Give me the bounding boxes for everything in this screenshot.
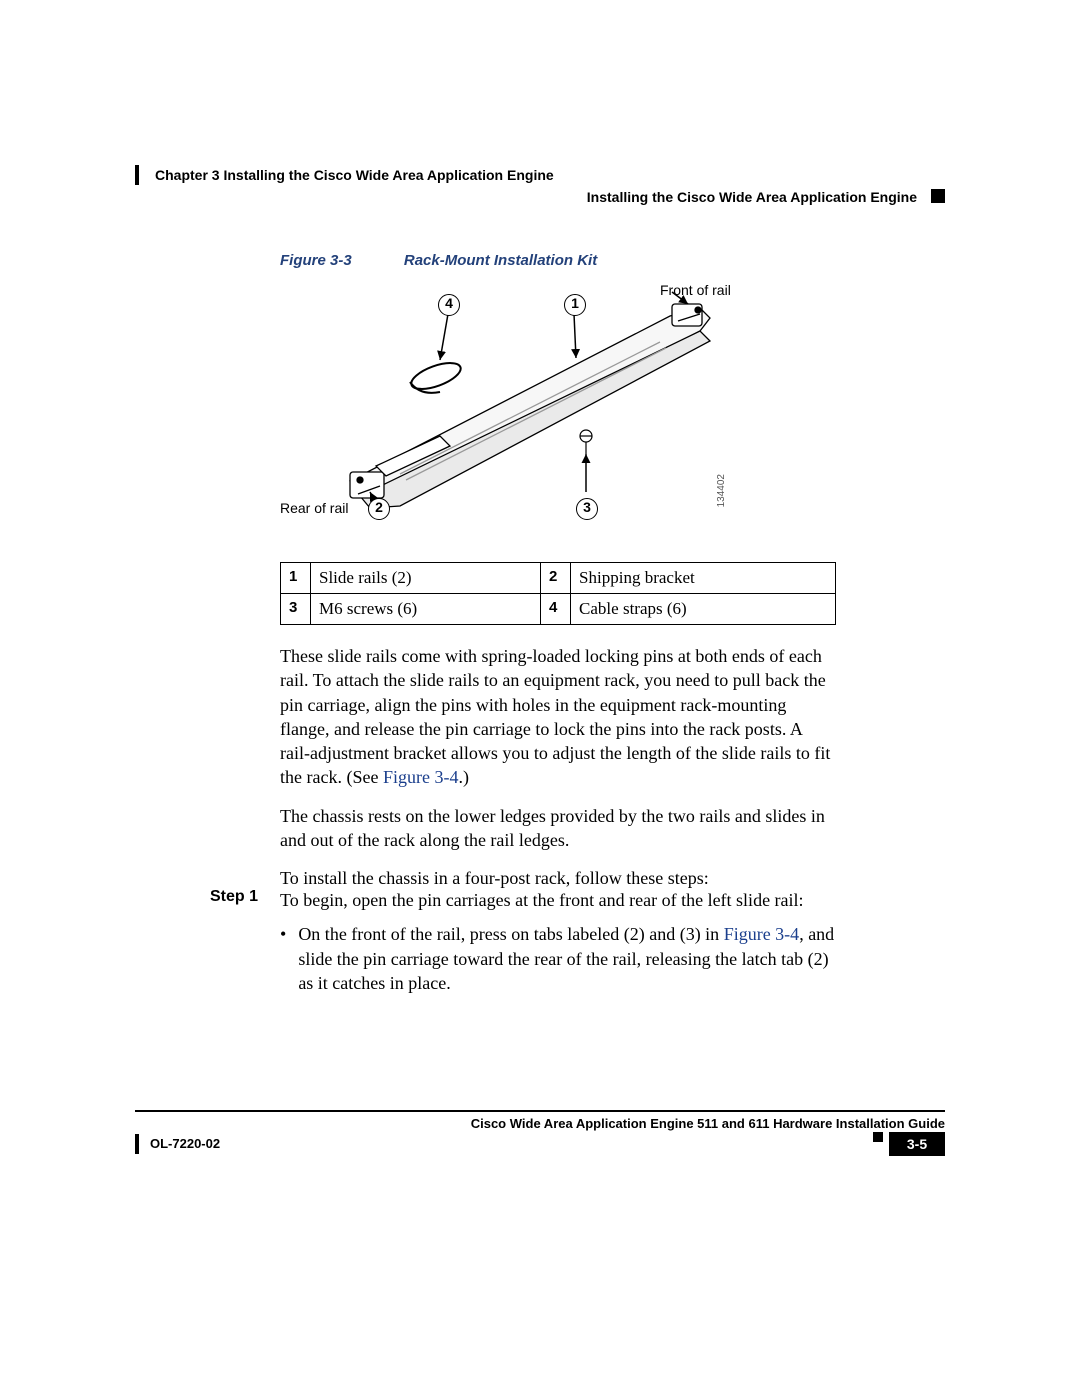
document-page: Chapter 3 Installing the Cisco Wide Area… bbox=[0, 0, 1080, 1397]
header-square-icon bbox=[931, 189, 945, 203]
rack-rail-illustration bbox=[280, 276, 840, 532]
legend-value: Cable straps (6) bbox=[571, 594, 836, 625]
footer-rule bbox=[135, 1110, 945, 1112]
xref-link[interactable]: Figure 3-4 bbox=[724, 924, 800, 944]
footer-left-rule bbox=[135, 1134, 139, 1154]
bullet-text: On the front of the rail, press on tabs … bbox=[298, 922, 836, 995]
label-front-of-rail: Front of rail bbox=[660, 282, 731, 298]
chapter-label: Chapter 3 Installing the Cisco Wide Area… bbox=[155, 167, 554, 183]
step-intro: To begin, open the pin carriages at the … bbox=[280, 888, 836, 912]
figure-id: Figure 3-3 bbox=[280, 252, 352, 269]
figure-caption: Figure 3-3 Rack-Mount Installation Kit bbox=[280, 252, 597, 269]
legend-value: Slide rails (2) bbox=[311, 563, 541, 594]
header-rule bbox=[135, 165, 139, 185]
legend-key: 3 bbox=[281, 594, 311, 625]
callout-2: 2 bbox=[368, 498, 390, 520]
paragraph: The chassis rests on the lower ledges pr… bbox=[280, 804, 836, 853]
legend-key: 4 bbox=[541, 594, 571, 625]
bullet-item: • On the front of the rail, press on tab… bbox=[280, 922, 836, 995]
callout-3: 3 bbox=[576, 498, 598, 520]
footer-square-icon bbox=[873, 1132, 883, 1142]
body-text: These slide rails come with spring-loade… bbox=[280, 644, 836, 905]
callout-1: 1 bbox=[564, 294, 586, 316]
footer-guide-title: Cisco Wide Area Application Engine 511 a… bbox=[471, 1116, 945, 1131]
legend-value: M6 screws (6) bbox=[311, 594, 541, 625]
footer-doc-number: OL-7220-02 bbox=[150, 1136, 220, 1151]
footer-page-number: 3-5 bbox=[889, 1132, 945, 1156]
xref-link[interactable]: Figure 3-4 bbox=[383, 767, 459, 787]
label-rear-of-rail: Rear of rail bbox=[280, 500, 348, 516]
figure-legend-table: 1 Slide rails (2) 2 Shipping bracket 3 M… bbox=[280, 562, 836, 625]
bullet-icon: • bbox=[280, 922, 286, 995]
table-row: 3 M6 screws (6) 4 Cable straps (6) bbox=[281, 594, 836, 625]
step-label: Step 1 bbox=[210, 888, 258, 906]
table-row: 1 Slide rails (2) 2 Shipping bracket bbox=[281, 563, 836, 594]
figure-diagram: Front of rail Rear of rail 4 1 2 3 13440… bbox=[280, 276, 840, 532]
legend-key: 2 bbox=[541, 563, 571, 594]
step-body: To begin, open the pin carriages at the … bbox=[280, 888, 836, 995]
figure-side-number: 134402 bbox=[716, 474, 727, 507]
paragraph: These slide rails come with spring-loade… bbox=[280, 644, 836, 790]
legend-key: 1 bbox=[281, 563, 311, 594]
figure-title: Rack-Mount Installation Kit bbox=[404, 252, 597, 269]
callout-4: 4 bbox=[438, 294, 460, 316]
section-label: Installing the Cisco Wide Area Applicati… bbox=[587, 189, 917, 205]
legend-value: Shipping bracket bbox=[571, 563, 836, 594]
